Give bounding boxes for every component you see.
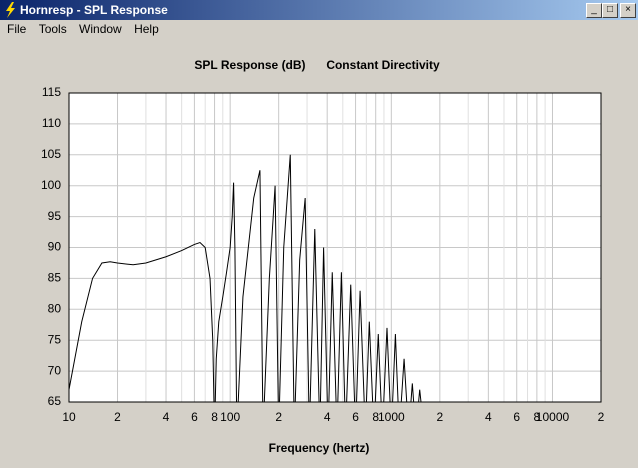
x-tick-label: 4	[485, 410, 492, 424]
y-tick-label: 110	[42, 116, 61, 130]
x-tick-label: 8	[534, 410, 541, 424]
x-tick-label: 6	[191, 410, 198, 424]
x-axis-label: Frequency (hertz)	[269, 441, 370, 455]
y-tick-label: 75	[48, 332, 62, 346]
plot-border	[68, 92, 602, 403]
y-tick-label: 70	[48, 363, 62, 377]
menu-bar: File Tools Window Help	[0, 20, 161, 38]
close-button[interactable]: ×	[620, 3, 636, 18]
x-tick-label: 4	[163, 410, 170, 424]
y-tick-label: 115	[42, 85, 61, 99]
y-tick-label: 85	[48, 271, 62, 285]
menu-item[interactable]: File	[7, 22, 27, 36]
x-tick-label: 2	[275, 410, 282, 424]
menu-item[interactable]: Window	[79, 22, 122, 36]
x-tick-label: 2	[114, 410, 121, 424]
x-tick-label: 100	[220, 410, 240, 424]
chart-title: SPL Response (dB)	[194, 58, 305, 72]
app-icon	[6, 2, 15, 18]
x-tick-label: 6	[513, 410, 520, 424]
x-tick-label: 6	[352, 410, 359, 424]
menu-item[interactable]: Tools	[38, 22, 67, 36]
y-tick-label: 90	[48, 240, 62, 254]
x-tick-label: 8	[372, 410, 379, 424]
maximize-button[interactable]: □	[602, 3, 618, 18]
spl-curve	[69, 154, 422, 402]
x-tick-label: 1000	[378, 410, 405, 424]
title-bar: Hornresp - SPL Response _ □ ×	[0, 0, 638, 20]
y-tick-label: 105	[41, 147, 61, 161]
minimize-button[interactable]: _	[586, 3, 602, 18]
menu-item[interactable]: Help	[134, 22, 159, 36]
x-tick-label: 10	[62, 410, 76, 424]
y-tick-label: 95	[48, 209, 62, 223]
window-title: Hornresp - SPL Response	[20, 3, 168, 17]
x-tick-label: 10000	[536, 410, 570, 424]
y-tick-label: 65	[48, 394, 62, 408]
x-tick-label: 4	[324, 410, 331, 424]
x-tick-label: 8	[211, 410, 218, 424]
x-tick-label: 2	[598, 410, 605, 424]
chart-subtitle: Constant Directivity	[326, 58, 440, 72]
y-tick-label: 100	[41, 178, 61, 192]
x-tick-label: 2	[436, 410, 443, 424]
y-tick-label: 80	[48, 301, 62, 315]
